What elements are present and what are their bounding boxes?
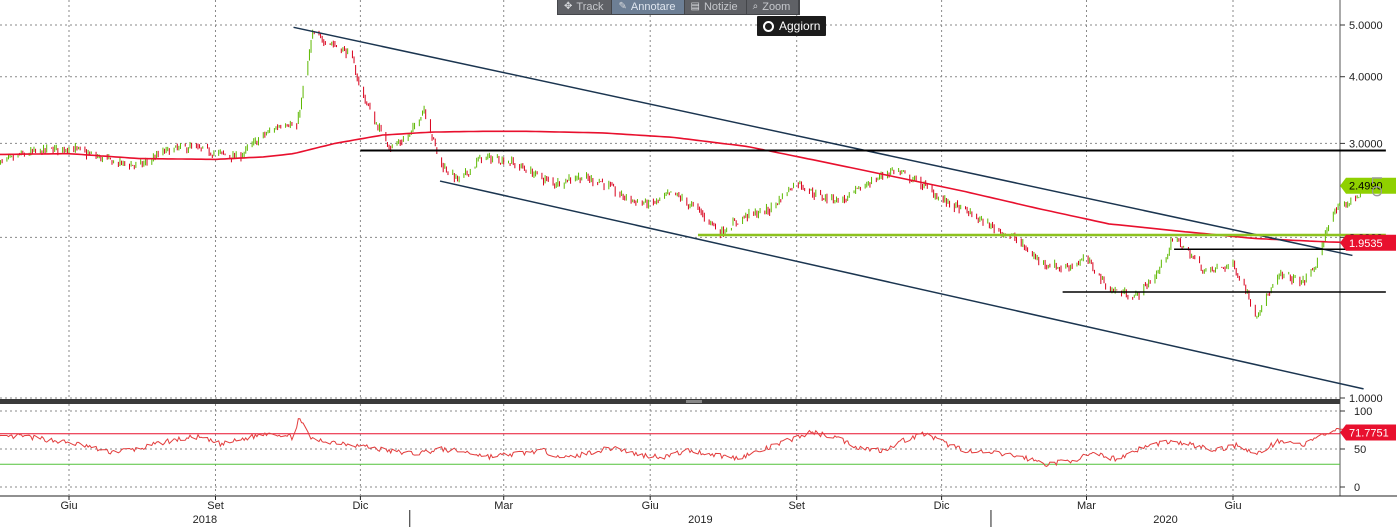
annotate-label: Annotare <box>630 1 676 13</box>
value-badges: 2.4990 1.9535 71.7751 <box>1340 177 1396 441</box>
x-month-label: Mar <box>1077 500 1096 512</box>
panel-divider[interactable] <box>0 399 1340 404</box>
trendlines <box>293 26 1386 390</box>
rsi-line <box>0 418 1374 467</box>
moving_average-badge-text: 1.9535 <box>1349 238 1383 250</box>
x-month-label: Giu <box>1224 500 1241 512</box>
moving_average-badge-shape <box>1340 234 1396 251</box>
zoom-button[interactable]: ⌕ Zoom <box>747 0 800 14</box>
rsi-series <box>0 418 1374 467</box>
moving_average-badge: 1.9535 <box>1340 234 1396 251</box>
track-button[interactable]: ✥ Track <box>558 0 613 14</box>
moving-average-line <box>0 130 1377 244</box>
x-month-label: Mar <box>494 500 513 512</box>
rsi-badge: 71.7751 <box>1340 424 1396 441</box>
trendline-line[interactable] <box>439 180 1364 390</box>
axis-labels: 1.00002.00003.00004.00005.0000050100GiuS… <box>60 20 1383 527</box>
trendline-line[interactable] <box>293 26 1353 257</box>
price-panel <box>0 0 1340 399</box>
magnifier-icon: ⌕ <box>752 1 759 12</box>
last_price-badge-text: 2.4990 <box>1349 181 1383 193</box>
x-month-label: Dic <box>934 500 950 512</box>
x-month-label: Giu <box>60 500 77 512</box>
track-label: Track <box>576 1 604 13</box>
grid-lines <box>0 0 1340 496</box>
rsi-badge-shape <box>1340 424 1396 441</box>
rsi-y-tick-label: 50 <box>1354 444 1366 456</box>
x-month-label: Set <box>207 500 224 512</box>
rsi-y-tick-label: 0 <box>1354 482 1360 494</box>
refresh-button[interactable]: Aggiorn <box>757 16 827 36</box>
refresh-label: Aggiorn <box>779 19 821 33</box>
x-month-label: Giu <box>642 500 659 512</box>
annotate-button[interactable]: ✎ Annotare <box>612 0 685 14</box>
news-button[interactable]: ▤ Notizie <box>685 0 747 14</box>
price-y-tick-label: 3.0000 <box>1349 138 1383 150</box>
rsi-panel <box>0 404 1340 496</box>
rsi-badge-text: 71.7751 <box>1349 427 1389 439</box>
crosshair-icon: ✥ <box>564 1 573 12</box>
refresh-icon <box>763 20 774 32</box>
news-icon: ▤ <box>690 1 700 12</box>
x-year-label: 2019 <box>688 514 712 526</box>
panel-divider-handle[interactable] <box>686 400 702 403</box>
pencil-icon: ✎ <box>618 1 627 12</box>
side-tab-label[interactable]: LO <box>1368 176 1385 199</box>
price-y-tick-label: 5.0000 <box>1349 20 1383 32</box>
price-y-tick-label: 1.0000 <box>1349 393 1383 405</box>
price-series <box>0 29 1377 319</box>
news-label: Notizie <box>703 1 738 13</box>
x-year-label: 2020 <box>1153 514 1177 526</box>
x-year-label: 2018 <box>193 514 217 526</box>
last_price-badge: 2.4990 <box>1340 177 1396 194</box>
x-month-label: Dic <box>352 500 368 512</box>
chart-toolbar: ✥ Track ✎ Annotare ▤ Notizie ⌕ Zoom <box>557 0 801 15</box>
last_price-badge-shape <box>1340 177 1396 194</box>
price-y-tick-label: 4.0000 <box>1349 72 1383 84</box>
x-month-label: Set <box>788 500 805 512</box>
zoom-label: Zoom <box>762 1 791 13</box>
rsi-y-tick-label: 100 <box>1354 406 1372 418</box>
